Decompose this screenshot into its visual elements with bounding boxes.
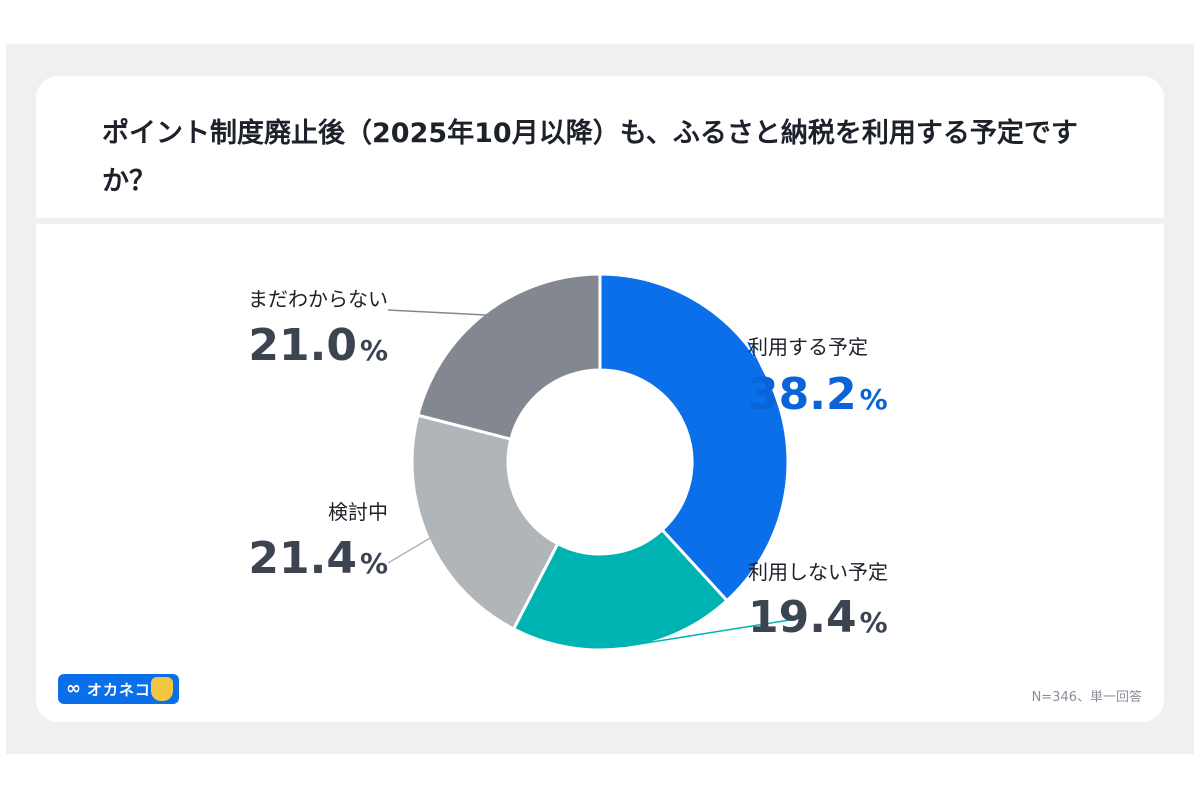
- slice-value-label: 21.0%: [248, 320, 388, 371]
- slice-label-group-1: 利用する予定 38.2%: [748, 335, 888, 420]
- slice-value-label: 38.2%: [748, 369, 888, 420]
- donut-slice-1: [598, 272, 790, 603]
- brand-logo: ∞ オカネコ: [58, 674, 179, 704]
- leader-line-1: [747, 341, 775, 395]
- slice-category-label: 利用する予定: [748, 335, 868, 359]
- infinity-icon: ∞: [66, 678, 81, 699]
- title-divider: [36, 218, 1164, 224]
- cat-mascot-icon: [151, 677, 173, 701]
- slice-label-group-2: 利用しない予定 19.4%: [748, 560, 888, 643]
- donut-slice-2: [511, 527, 730, 652]
- brand-name: オカネコ: [87, 680, 151, 699]
- slice-category-label: 検討中: [328, 500, 388, 524]
- slice-value-number: 38.2: [748, 369, 857, 420]
- chart-card: ポイント制度廃止後（2025年10月以降）も、ふるさと納税を利用する予定ですか？…: [36, 76, 1164, 722]
- slice-value-number: 21.0: [248, 320, 357, 371]
- slice-value-percent: %: [860, 606, 888, 639]
- slice-value-label: 21.4%: [248, 533, 388, 584]
- donut-chart: 利用する予定 38.2 % 利用しない予定 19.4 % 検討中 21.4 % まだわからない 21…: [248, 272, 888, 652]
- chart-title: ポイント制度廃止後（2025年10月以降）も、ふるさと納税を利用する予定ですか？: [102, 118, 1078, 197]
- slice-value-label: 19.4%: [748, 592, 888, 643]
- donut-slice-4: [416, 272, 602, 441]
- sample-note: N=346、単一回答: [1031, 690, 1142, 705]
- slice-value-percent: %: [360, 334, 388, 367]
- slice-label-group-3: 検討中 21.4%: [248, 500, 388, 584]
- slice-value-number: 19.4: [748, 592, 857, 643]
- leader-line-2: [624, 618, 797, 648]
- slice-category-label: 利用しない予定: [748, 560, 888, 584]
- slice-value-number: 21.4: [248, 533, 357, 584]
- slice-category-label: まだわからない: [248, 287, 388, 311]
- slice-value-percent: %: [860, 383, 888, 416]
- leader-line-4: [387, 309, 487, 316]
- leader-line-3: [387, 537, 431, 564]
- donut-slice-3: [410, 413, 560, 631]
- slice-label-group-4: まだわからない 21.0%: [248, 287, 388, 371]
- slice-value-percent: %: [360, 547, 388, 580]
